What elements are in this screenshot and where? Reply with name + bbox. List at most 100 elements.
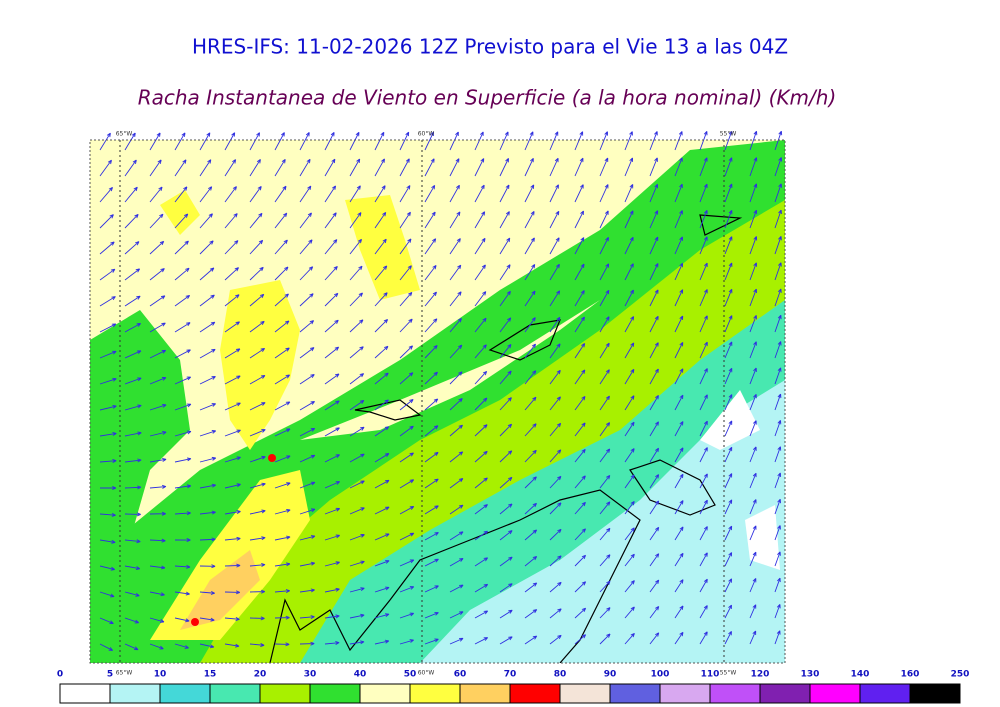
wind-arrow [349,640,365,645]
wind-arrow [174,159,187,177]
wind-arrow [324,158,336,177]
wind-arrow [499,370,512,385]
wind-arrow [99,643,114,651]
colorbar-box [59,683,111,704]
colorbar-box [159,683,211,704]
colorbar-tick-label: 160 [901,670,920,680]
wind-arrow [524,317,536,333]
wind-arrow [399,265,412,281]
wind-arrow [374,453,390,463]
wind-arrow [299,588,315,593]
wind-arrow [499,290,511,307]
wind-arrow [749,578,757,593]
wind-arrow [374,586,390,593]
wind-arrow [649,289,659,307]
wind-arrow [724,262,733,281]
wind-arrow [449,184,460,203]
wind-arrow [199,590,215,595]
colorbar-tick-label: 50 [404,670,417,680]
wind-arrow [499,211,510,229]
wind-arrow [624,131,633,151]
wind-arrow [474,184,485,203]
wind-arrow [499,237,511,255]
wind-arrow [199,348,216,359]
wind-arrow [774,420,782,437]
wind-arrow [624,316,635,333]
wind-arrow [149,457,167,463]
wind-arrow [599,157,609,177]
wind-arrow [324,292,339,307]
wind-arrow [324,507,341,515]
wind-arrow [524,582,538,593]
lon-label-top: 60°W [418,131,435,138]
wind-arrow [349,346,364,359]
wind-arrow [499,158,509,177]
wind-arrow [624,157,634,177]
wind-arrow [399,639,414,645]
wind-arrow [149,511,166,516]
wind-arrow [674,447,684,463]
wind-arrow [749,288,757,307]
wind-arrow [199,186,213,203]
wind-vectors [99,130,783,651]
wind-arrow [599,210,609,229]
wind-arrow [99,214,114,229]
wind-arrow [274,158,286,177]
colorbar-tick-label: 40 [354,670,367,680]
wind-arrow [399,185,411,203]
wind-arrow [399,559,415,567]
wind-arrow [649,368,659,385]
map-field [90,140,785,663]
wind-arrow [249,482,266,489]
wind-arrow [399,158,410,177]
wind-arrow [249,643,265,647]
wind-arrow [699,210,708,229]
wind-arrow [499,583,513,593]
wind-arrow [474,583,489,593]
wind-arrow [649,553,660,567]
wind-arrow [374,265,388,281]
wind-arrow [524,556,538,567]
wind-arrow [524,210,535,229]
wind-arrow [449,424,463,437]
wind-arrow [349,587,365,593]
wind-arrow [249,375,266,385]
wind-arrow [349,613,365,619]
colorbar-box [809,683,861,704]
wind-arrow [374,345,389,359]
wind-arrow [699,368,708,385]
wind-arrow [299,185,312,203]
wind-arrow [549,581,562,593]
wind-arrow [274,293,289,307]
wind-arrow [374,533,390,541]
wind-arrow [774,262,782,281]
colorbar-tick-label: 70 [504,670,517,680]
wind-arrow [599,289,610,307]
wind-arrow [774,157,783,177]
wind-arrow [149,268,165,281]
wind-arrow [424,505,439,515]
wind-arrow [474,158,485,177]
wind-arrow [124,377,142,385]
wind-arrow [474,504,488,515]
wind-arrow [699,315,708,333]
wind-arrow [274,320,290,333]
wind-arrow [699,420,708,437]
wind-arrow [499,636,513,645]
wind-arrow [574,634,587,645]
wind-arrow [524,609,538,619]
wind-arrow [399,131,410,151]
wind-arrow [424,532,439,541]
wind-arrow [724,209,733,229]
wind-arrow [674,341,684,359]
wind-arrow [524,396,537,411]
wind-arrow [499,264,511,281]
wind-arrow [99,617,114,625]
map-frame [89,139,786,664]
colorbar-tick-label: 100 [651,670,670,680]
wind-arrow [449,558,464,567]
wind-arrow [299,561,316,567]
wind-arrow [249,293,265,307]
wind-arrow [149,484,167,489]
colorbar-box [759,683,811,704]
